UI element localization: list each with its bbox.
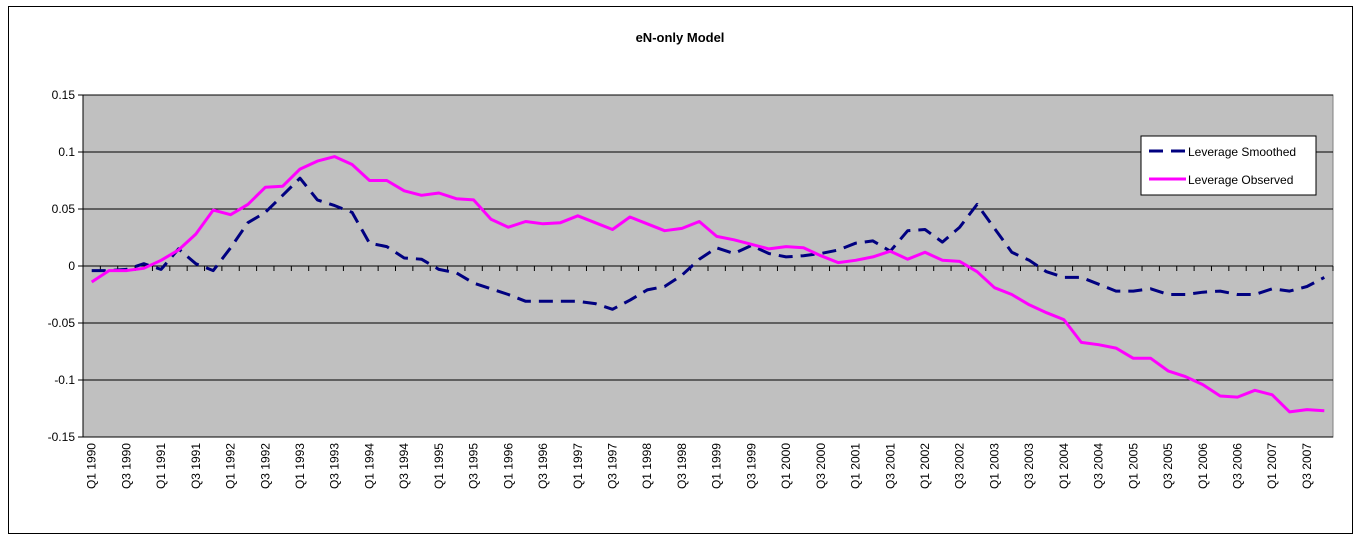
x-tick-label: Q3 2007 <box>1300 443 1314 489</box>
y-tick-label: 0.05 <box>52 202 76 216</box>
x-tick-label: Q3 1995 <box>467 443 481 489</box>
x-tick-label: Q1 2004 <box>1057 443 1071 489</box>
series-line <box>90 155 1325 414</box>
legend: Leverage Smoothed Leverage Observed <box>1140 135 1317 196</box>
x-tick-label: Q1 2003 <box>987 443 1001 489</box>
x-tick-label: Q3 1996 <box>536 443 550 489</box>
x-tick-label: Q3 1998 <box>675 443 689 489</box>
x-tick-label: Q3 1990 <box>119 443 133 489</box>
x-tick-label: Q3 1999 <box>744 443 758 489</box>
legend-label: Leverage Smoothed <box>1188 145 1296 159</box>
chart-title: eN-only Model <box>636 30 725 45</box>
x-tick-label: Q3 1997 <box>606 443 620 489</box>
x-tick-label: Q1 1994 <box>362 443 376 489</box>
y-tick-label: -0.05 <box>48 316 76 330</box>
x-tick-label: Q3 2003 <box>1022 443 1036 489</box>
x-tick-label: Q3 2004 <box>1092 443 1106 489</box>
x-tick-label: Q1 2005 <box>1126 443 1140 489</box>
series-line <box>91 176 1325 311</box>
x-tick-label: Q1 1992 <box>224 443 238 489</box>
x-tick-label: Q3 1994 <box>397 443 411 489</box>
x-tick-label: Q1 1993 <box>293 443 307 489</box>
x-tick-label: Q1 1999 <box>710 443 724 489</box>
x-tick-label: Q3 1993 <box>328 443 342 489</box>
x-tick-label: Q1 2002 <box>918 443 932 489</box>
x-tick-label: Q1 1997 <box>571 443 585 489</box>
x-tick-label: Q3 2002 <box>953 443 967 489</box>
x-tick-label: Q3 1992 <box>258 443 272 489</box>
y-tick-label: -0.1 <box>54 373 75 387</box>
x-tick-label: Q1 1996 <box>501 443 515 489</box>
x-tick-label: Q1 2001 <box>849 443 863 489</box>
x-tick-label: Q1 2007 <box>1265 443 1279 489</box>
y-tick-label: 0.15 <box>52 88 76 102</box>
x-tick-label: Q1 1990 <box>85 443 99 489</box>
x-tick-label: Q1 2000 <box>779 443 793 489</box>
x-tick-label: Q3 2001 <box>883 443 897 489</box>
x-tick-label: Q3 2006 <box>1231 443 1245 489</box>
x-tick-label: Q3 1991 <box>189 443 203 489</box>
x-tick-label: Q3 2000 <box>814 443 828 489</box>
x-tick-label: Q1 1995 <box>432 443 446 489</box>
x-tick-label: Q1 1991 <box>154 443 168 489</box>
x-tick-label: Q3 2005 <box>1161 443 1175 489</box>
y-tick-label: -0.15 <box>48 430 76 444</box>
legend-box <box>1140 135 1317 196</box>
y-tick-label: 0 <box>68 259 75 273</box>
x-tick-label: Q1 2006 <box>1196 443 1210 489</box>
y-tick-label: 0.1 <box>58 145 75 159</box>
legend-label: Leverage Observed <box>1188 173 1293 187</box>
x-tick-label: Q1 1998 <box>640 443 654 489</box>
